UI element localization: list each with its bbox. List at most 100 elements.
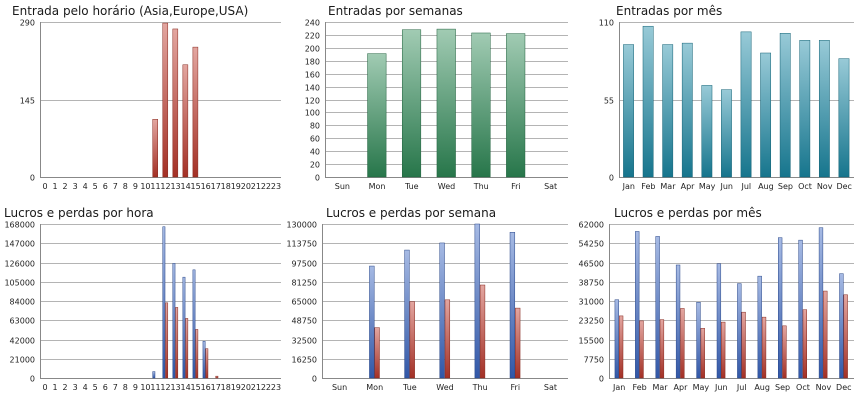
bar	[823, 290, 828, 379]
bar	[623, 44, 634, 178]
bar	[444, 299, 451, 379]
chart-title: Entradas por mês	[616, 4, 723, 18]
y-tick-label: 38750	[579, 279, 604, 288]
bar	[761, 316, 767, 379]
bar	[479, 284, 486, 379]
bar	[401, 29, 422, 178]
bar	[696, 301, 701, 379]
x-tick-label: Oct	[796, 383, 810, 392]
y-tick-label: 0	[30, 375, 35, 384]
x-tick-label: 1	[53, 182, 58, 191]
x-tick-label: 8	[123, 383, 128, 392]
y-tick-label: 84000	[10, 298, 35, 307]
bar	[659, 319, 665, 379]
x-tick-label: 19	[231, 383, 241, 392]
x-tick-label: 2	[63, 182, 68, 191]
x-tick-label: 18	[221, 383, 231, 392]
x-tick-label: 6	[103, 383, 108, 392]
chart-profit-loss-by-month: Lucros e perdas por mês 0 7750 15500 23250 3…	[574, 200, 860, 400]
bar	[635, 231, 640, 379]
bar	[439, 242, 445, 379]
x-tick-label: 22	[261, 182, 271, 191]
bar	[162, 22, 169, 178]
y-tick-label: 145	[20, 97, 35, 106]
bar	[614, 299, 619, 379]
bar	[741, 311, 746, 379]
y-tick-label: 0	[609, 174, 614, 183]
bar	[799, 40, 811, 178]
y-tick-label: 21000	[10, 356, 35, 365]
x-tick-label: 18	[221, 182, 231, 191]
bar	[182, 64, 189, 178]
x-tick-label: Jan	[612, 383, 625, 392]
x-tick-label: May	[693, 383, 710, 392]
y-tick-label: 168000	[4, 221, 35, 230]
x-tick-label: 3	[73, 182, 78, 191]
x-tick-label: Dec	[836, 182, 851, 191]
x-tick-label: Feb	[641, 182, 655, 191]
bar	[152, 119, 158, 178]
y-tick-label: 7750	[584, 356, 604, 365]
chart-title: Lucros e perdas por mês	[614, 206, 762, 220]
y-tick-label: 130000	[287, 221, 317, 230]
x-tick-label: 10	[140, 383, 150, 392]
y-tick-label: 140	[305, 84, 320, 93]
y-tick-label: 62000	[579, 221, 604, 230]
bar	[838, 58, 850, 178]
bar	[172, 28, 179, 178]
x-tick-label: Sep	[778, 182, 793, 191]
bar	[404, 249, 410, 379]
x-tick-label: Mar	[652, 383, 668, 392]
x-tick-label: Tue	[404, 182, 419, 191]
x-tick-label: 17	[211, 182, 221, 191]
x-tick-label: 12	[160, 182, 170, 191]
bar	[474, 223, 480, 379]
x-tick-label: 16	[201, 182, 211, 191]
bar	[760, 52, 772, 178]
x-tick-label: 16	[201, 383, 211, 392]
x-tick-label: 7	[113, 383, 118, 392]
x-tick-label: 23	[271, 182, 281, 191]
y-tick-label: 32500	[292, 337, 317, 346]
x-tick-label: 20	[241, 182, 251, 191]
bar	[367, 53, 387, 178]
y-tick-label: 80	[310, 122, 320, 131]
x-tick-label: Jul	[740, 182, 751, 191]
bar	[165, 302, 169, 379]
x-tick-label: 12	[160, 383, 170, 392]
y-tick-label: 60	[310, 135, 320, 144]
bar	[152, 371, 156, 379]
x-tick-label: 9	[133, 383, 138, 392]
bar	[436, 28, 456, 178]
chart-title: Entrada pelo horário (Asia,Europe,USA)	[12, 4, 249, 18]
bar	[172, 263, 176, 379]
x-tick-label: 0	[42, 182, 47, 191]
x-tick-label: Fri	[511, 182, 521, 191]
bar	[818, 40, 830, 178]
bar	[185, 318, 189, 379]
y-tick-label: 20	[310, 161, 320, 170]
bar	[215, 375, 219, 379]
y-tick-label: 110	[599, 19, 614, 28]
bar	[409, 301, 415, 379]
x-tick-label: Wed	[438, 182, 455, 191]
bar	[802, 309, 808, 379]
chart-plot: 0 20 40 60 80 100 120 140 160 180 200 220 240 Sun Mon T…	[305, 19, 568, 191]
bar	[779, 33, 791, 178]
y-tick-label: 180	[305, 58, 320, 67]
x-tick-label: Dec	[836, 383, 851, 392]
x-tick-label: Aug	[758, 182, 774, 191]
x-tick-label: 10	[140, 182, 150, 191]
x-tick-label: Jul	[736, 383, 747, 392]
x-tick-label: Nov	[817, 182, 833, 191]
x-tick-label: 13	[170, 383, 180, 392]
y-tick-label: 54250	[579, 240, 604, 249]
chart-title: Lucros e perdas por hora	[4, 206, 154, 220]
bar	[680, 308, 685, 379]
x-tick-label: 4	[83, 182, 88, 191]
y-tick-label: 16250	[292, 356, 317, 365]
x-tick-label: 2	[63, 383, 68, 392]
y-tick-label: 0	[599, 375, 604, 384]
y-tick-label: 55	[604, 97, 614, 106]
